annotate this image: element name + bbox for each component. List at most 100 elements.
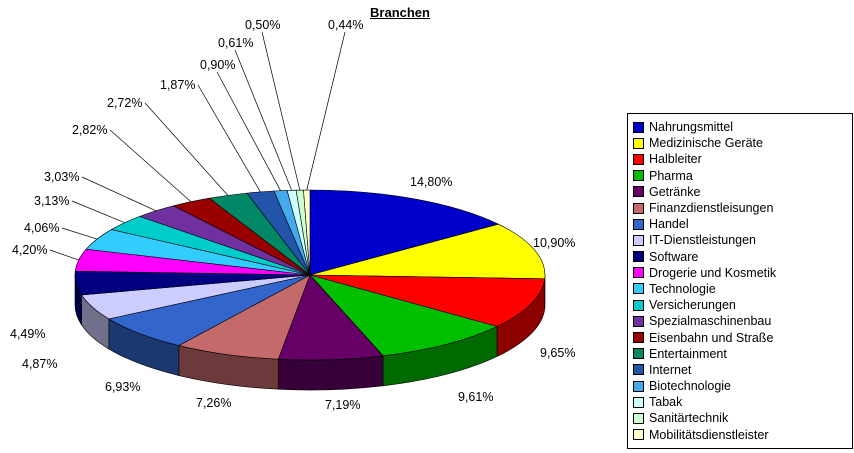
legend-item: Nahrungsmittel — [633, 119, 848, 135]
legend-swatch-icon — [633, 429, 644, 441]
legend-label: Sanitärtechnik — [649, 411, 729, 426]
legend-item: Tabak — [633, 394, 848, 410]
legend-item: Halbleiter — [633, 151, 848, 167]
legend-swatch-icon — [633, 251, 644, 263]
legend-label: Versicherungen — [649, 298, 736, 313]
legend-item: Technologie — [633, 281, 848, 297]
legend-item: Software — [633, 249, 848, 265]
pie-slice — [309, 223, 546, 280]
pie-slice — [277, 274, 384, 361]
leader-line — [81, 176, 157, 212]
legend-label: Nahrungsmittel — [649, 120, 734, 135]
legend-label: Technologie — [649, 281, 716, 296]
legend-item: Sanitärtechnik — [633, 410, 848, 426]
slice-percent-label: 0,61% — [218, 36, 253, 50]
pie-slice — [309, 274, 498, 357]
slice-percent-label: 7,26% — [196, 396, 231, 410]
legend-swatch-icon — [633, 186, 644, 198]
legend-label: Tabak — [649, 395, 683, 410]
legend-label: Pharma — [649, 168, 693, 183]
legend-swatch-icon — [633, 218, 644, 230]
legend-item: Eisenbahn und Straße — [633, 329, 848, 345]
chart-title: Branchen — [370, 5, 430, 20]
slice-percent-label: 4,49% — [10, 327, 45, 341]
legend-item: Getränke — [633, 184, 848, 200]
slice-percent-label: 4,87% — [22, 357, 57, 371]
pie-slice — [178, 274, 311, 360]
slice-percent-label: 2,82% — [72, 123, 107, 137]
legend-item: Versicherungen — [633, 297, 848, 313]
pie-slice-side — [277, 355, 384, 391]
legend-swatch-icon — [633, 348, 644, 360]
pie-slice — [108, 274, 311, 346]
leader-line — [109, 129, 192, 202]
legend-swatch-icon — [633, 283, 644, 295]
legend-label: Software — [649, 249, 699, 264]
slice-percent-label: 1,87% — [160, 78, 195, 92]
slice-percent-label: 0,50% — [245, 18, 280, 32]
legend-label: Drogerie und Kosmetik — [649, 265, 777, 280]
legend-swatch-icon — [633, 315, 644, 327]
leader-line — [234, 49, 292, 191]
slice-percent-label: 9,65% — [540, 346, 575, 360]
legend-label: Spezialmaschinenbau — [649, 314, 772, 329]
pie-slice — [309, 274, 546, 327]
leader-line — [49, 249, 79, 261]
legend-swatch-icon — [633, 170, 644, 182]
slice-percent-label: 0,90% — [200, 58, 235, 72]
leader-line — [197, 84, 261, 193]
legend-item: Drogerie und Kosmetik — [633, 265, 848, 281]
legend-label: Mobilitätsdienstleister — [649, 427, 769, 442]
legend-swatch-icon — [633, 412, 644, 424]
slice-percent-label: 2,72% — [107, 96, 142, 110]
legend-swatch-icon — [633, 137, 644, 149]
slice-percent-label: 0,44% — [328, 18, 363, 32]
slice-percent-label: 14,80% — [410, 175, 452, 189]
legend-swatch-icon — [633, 396, 644, 408]
legend-item: Handel — [633, 216, 848, 232]
legend-item: Pharma — [633, 168, 848, 184]
legend-item: Entertainment — [633, 346, 848, 362]
legend-label: Getränke — [649, 184, 701, 199]
legend-swatch-icon — [633, 364, 644, 376]
legend-swatch-icon — [633, 121, 644, 133]
slice-percent-label: 7,19% — [325, 398, 360, 412]
leader-line — [261, 31, 301, 191]
legend-item: Mobilitätsdienstleister — [633, 427, 848, 443]
legend-label: Biotechnologie — [649, 379, 732, 394]
legend-label: IT-Dienstleistungen — [649, 233, 757, 248]
legend-label: Entertainment — [649, 346, 727, 361]
leader-line — [61, 227, 98, 240]
pie-slice — [303, 189, 311, 276]
legend-item: Medizinische Geräte — [633, 135, 848, 151]
legend-swatch-icon — [633, 234, 644, 246]
legend-label: Handel — [649, 217, 689, 232]
slice-percent-label: 4,20% — [12, 243, 47, 257]
legend-item: Internet — [633, 362, 848, 378]
legend-swatch-icon — [633, 380, 644, 392]
legend-swatch-icon — [633, 153, 644, 165]
legend-swatch-icon — [633, 202, 644, 214]
legend-label: Internet — [649, 362, 692, 377]
leader-line — [71, 200, 125, 224]
slice-percent-label: 9,61% — [458, 390, 493, 404]
legend-label: Medizinische Geräte — [649, 136, 763, 151]
legend-item: Biotechnologie — [633, 378, 848, 394]
legend-swatch-icon — [633, 299, 644, 311]
slice-percent-label: 10,90% — [533, 236, 575, 250]
legend-item: IT-Dienstleistungen — [633, 232, 848, 248]
legend-label: Finanzdienstleisungen — [649, 201, 774, 216]
legend-swatch-icon — [633, 332, 644, 344]
slice-percent-label: 4,06% — [24, 221, 59, 235]
leader-line — [216, 71, 281, 191]
legend: Nahrungsmittel Medizinische Geräte Halblei… — [627, 113, 853, 449]
leader-line — [306, 31, 346, 191]
slice-percent-label: 6,93% — [105, 380, 140, 394]
legend-label: Eisenbahn und Straße — [649, 330, 774, 345]
legend-item: Spezialmaschinenbau — [633, 313, 848, 329]
legend-item: Finanzdienstleisungen — [633, 200, 848, 216]
legend-label: Halbleiter — [649, 152, 702, 167]
legend-swatch-icon — [633, 267, 644, 279]
